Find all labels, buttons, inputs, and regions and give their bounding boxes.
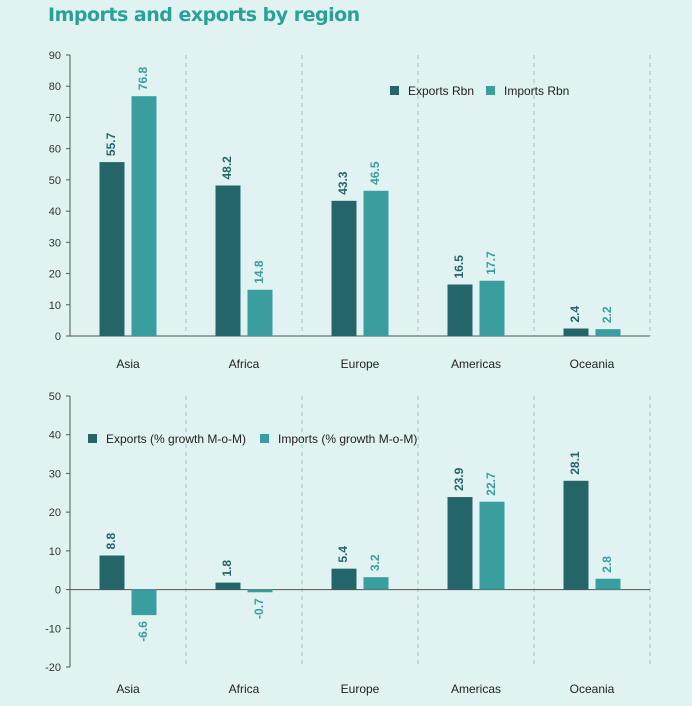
y-tick-label: 10 — [49, 546, 61, 558]
data-label: -0.7 — [252, 598, 266, 619]
data-label: 55.7 — [104, 132, 118, 156]
legend-label: Imports Rbn — [504, 84, 569, 98]
data-label: 23.9 — [452, 467, 466, 491]
bar-imports — [595, 329, 621, 336]
bar-exports — [563, 480, 589, 590]
data-label: 48.2 — [220, 156, 234, 180]
y-tick-label: -10 — [45, 623, 61, 635]
bar-imports — [363, 577, 389, 590]
data-label: 3.2 — [368, 554, 382, 571]
bar-exports — [331, 200, 357, 336]
y-tick-label: 80 — [49, 81, 61, 93]
category-label: Oceania — [570, 682, 615, 696]
bar-exports — [447, 497, 473, 590]
bar-imports — [131, 589, 157, 616]
category-label: Asia — [116, 357, 140, 371]
y-tick-label: 60 — [49, 144, 61, 156]
data-label: 14.8 — [252, 260, 266, 284]
y-tick-label: 90 — [49, 50, 61, 62]
category-label: Europe — [341, 357, 380, 371]
data-label: 46.5 — [368, 161, 382, 185]
y-tick-label: 70 — [49, 112, 61, 124]
category-label: Americas — [451, 357, 501, 371]
legend-swatch — [88, 434, 97, 443]
chart-title: Imports and exports by region — [48, 4, 360, 26]
legend-swatch — [486, 86, 495, 95]
bar-exports — [447, 284, 473, 336]
bar-imports — [479, 280, 505, 336]
y-tick-label: 20 — [49, 269, 61, 281]
data-label: 17.7 — [484, 251, 498, 275]
bar-imports — [363, 190, 389, 336]
category-label: Asia — [116, 682, 140, 696]
y-tick-label: 20 — [49, 507, 61, 519]
bar-imports — [247, 289, 273, 336]
y-tick-label: 0 — [55, 585, 61, 597]
legend-swatch — [390, 86, 399, 95]
legend-label: Exports Rbn — [408, 84, 474, 98]
bar-exports — [99, 555, 125, 590]
y-tick-label: -20 — [45, 662, 61, 674]
y-tick-label: 10 — [49, 300, 61, 312]
bar-exports — [215, 185, 241, 336]
data-label: 76.8 — [136, 67, 150, 91]
data-label: 2.8 — [600, 556, 614, 573]
data-label: 28.1 — [568, 451, 582, 475]
category-label: Africa — [229, 682, 260, 696]
y-tick-label: 30 — [49, 237, 61, 249]
data-label: 8.8 — [104, 532, 118, 549]
y-tick-label: 50 — [49, 391, 61, 403]
legend-swatch — [260, 434, 269, 443]
legend-label: Imports (% growth M-o-M) — [278, 432, 417, 446]
legend-label: Exports (% growth M-o-M) — [106, 432, 246, 446]
bar-exports — [331, 568, 357, 590]
bar-exports — [563, 328, 589, 336]
category-label: Europe — [341, 682, 380, 696]
y-tick-label: 40 — [49, 430, 61, 442]
y-tick-label: 30 — [49, 468, 61, 480]
data-label: 16.5 — [452, 255, 466, 279]
bar-imports — [247, 589, 273, 593]
bar-exports — [99, 162, 125, 336]
category-label: Oceania — [570, 357, 615, 371]
data-label: 22.7 — [484, 472, 498, 496]
y-tick-label: 50 — [49, 175, 61, 187]
bar-imports — [595, 578, 621, 590]
data-label: 2.2 — [600, 306, 614, 323]
bar-exports — [215, 582, 241, 590]
y-tick-label: 40 — [49, 206, 61, 218]
data-label: 1.8 — [220, 560, 234, 577]
category-label: Americas — [451, 682, 501, 696]
data-label: 5.4 — [336, 546, 350, 563]
y-tick-label: 0 — [55, 331, 61, 343]
data-label: 43.3 — [336, 171, 350, 195]
data-label: -6.6 — [136, 621, 150, 642]
bar-imports — [131, 96, 157, 336]
bar-imports — [479, 501, 505, 590]
data-label: 2.4 — [568, 305, 582, 322]
category-label: Africa — [229, 357, 260, 371]
